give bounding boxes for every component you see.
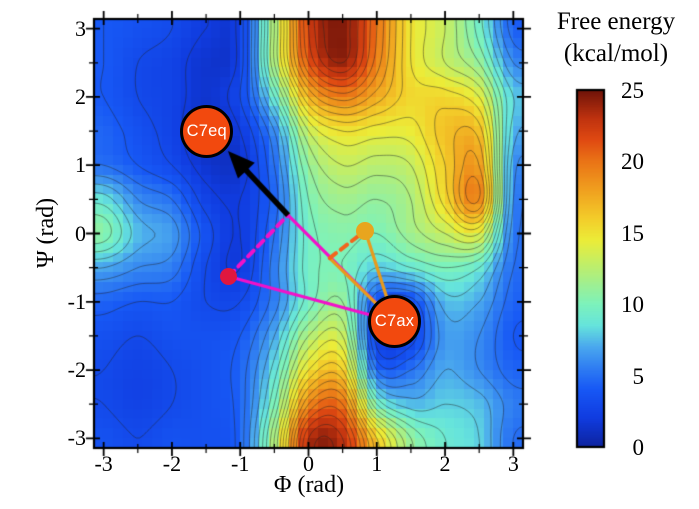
y-tick-label: 3 xyxy=(75,15,86,41)
colorbar-tick-label: 5 xyxy=(632,363,645,389)
y-tick-label: 0 xyxy=(75,220,86,246)
state-marker-c7ax: C7ax xyxy=(368,295,422,349)
y-tick-label: 1 xyxy=(75,152,86,178)
state-marker-c7eq: C7eq xyxy=(180,104,234,158)
y-tick-label: 2 xyxy=(75,83,86,109)
x-tick-label: -1 xyxy=(231,451,250,476)
red-path-endpoint-dot xyxy=(220,268,238,285)
colorbar-title: Free energy (kcal/mol) xyxy=(536,6,696,70)
orange-path-endpoint-dot xyxy=(356,221,375,240)
colorbar-title-line2: (kcal/mol) xyxy=(563,40,669,67)
colorbar-tick-label: 20 xyxy=(621,149,644,175)
x-tick-label: 2 xyxy=(439,451,451,476)
x-tick-label: -2 xyxy=(162,451,182,476)
state-label-c7eq: C7eq xyxy=(186,121,227,140)
x-tick-label: 3 xyxy=(507,451,519,476)
colorbar-tick-label: 15 xyxy=(621,220,644,246)
colorbar-tick-label: 0 xyxy=(632,435,645,460)
x-tick-label: -3 xyxy=(94,451,113,476)
x-axis-label: Φ (rad) xyxy=(273,472,345,498)
x-tick-label: 1 xyxy=(371,451,383,476)
colorbar-title-line1: Free energy xyxy=(556,8,676,35)
colorbar-tick-label: 25 xyxy=(621,78,644,103)
state-label-c7ax: C7ax xyxy=(374,312,415,331)
colorbar-tick-label: 10 xyxy=(621,292,644,318)
y-tick-label: -1 xyxy=(67,288,86,314)
y-tick-label: -3 xyxy=(67,425,86,451)
y-tick-label: -2 xyxy=(67,357,86,383)
x-tick-label: 0 xyxy=(303,451,314,476)
